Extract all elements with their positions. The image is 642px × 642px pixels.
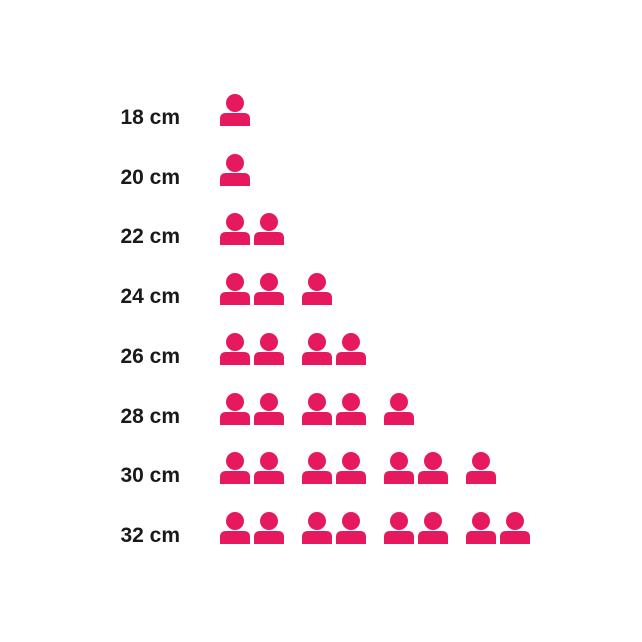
category-label: 18 cm — [120, 106, 180, 129]
person-icon — [220, 452, 250, 485]
person-icon — [254, 273, 284, 306]
person-icon — [384, 392, 414, 425]
person-icon — [466, 452, 496, 485]
person-icon — [254, 452, 284, 485]
person-icon — [220, 392, 250, 425]
person-icon — [220, 511, 250, 544]
person-icon — [220, 332, 250, 365]
person-icon — [336, 511, 366, 544]
category-label: 30 cm — [120, 464, 180, 488]
person-icon — [220, 153, 250, 186]
person-icon — [302, 392, 332, 425]
category-label: 26 cm — [120, 344, 180, 368]
person-icon — [384, 452, 414, 485]
person-icon — [302, 332, 332, 365]
category-label: 20 cm — [120, 165, 180, 189]
person-icon — [220, 94, 250, 126]
person-icon — [466, 511, 496, 544]
person-icon — [418, 452, 448, 485]
person-icon — [500, 511, 530, 544]
person-icon — [220, 273, 250, 306]
category-label: 24 cm — [120, 285, 180, 309]
category-label: 22 cm — [120, 225, 180, 249]
person-icon — [302, 273, 332, 306]
person-icon — [336, 332, 366, 365]
person-icon — [336, 392, 366, 425]
category-label: 28 cm — [120, 404, 180, 428]
person-icon — [418, 511, 448, 544]
person-icon — [254, 392, 284, 425]
person-icon — [384, 511, 414, 544]
person-icon — [220, 213, 250, 246]
person-icon — [302, 511, 332, 544]
person-icon — [254, 511, 284, 544]
person-icon — [254, 332, 284, 365]
category-label: 32 cm — [120, 523, 180, 547]
person-icon — [302, 452, 332, 485]
person-icon — [336, 452, 366, 485]
person-icon — [254, 213, 284, 246]
